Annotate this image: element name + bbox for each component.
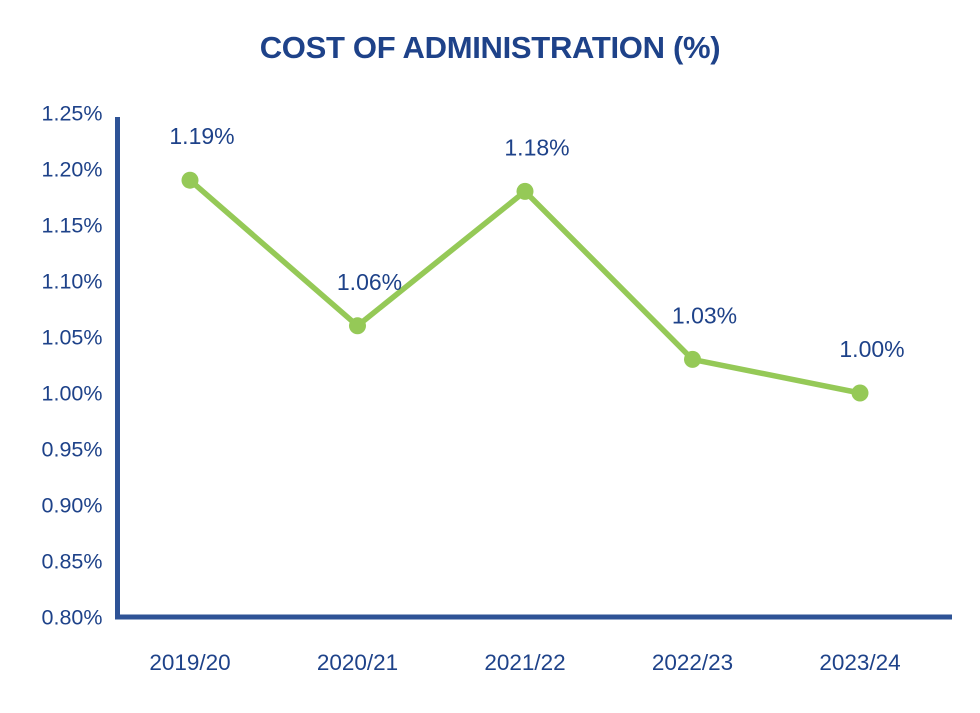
y-tick-label: 1.00% bbox=[42, 382, 103, 406]
x-axis-label: 2020/21 bbox=[317, 650, 398, 675]
y-tick-label: 0.85% bbox=[42, 550, 103, 574]
data-point-marker bbox=[851, 384, 869, 402]
y-tick-label: 0.95% bbox=[42, 438, 103, 462]
series-line bbox=[187, 177, 863, 396]
data-point-marker bbox=[181, 171, 199, 189]
data-point-label: 1.00% bbox=[839, 336, 904, 362]
x-axis-label: 2021/22 bbox=[484, 650, 565, 675]
y-tick-label: 0.80% bbox=[42, 606, 103, 630]
data-point-label: 1.18% bbox=[504, 134, 569, 160]
data-point-label: 1.03% bbox=[672, 302, 737, 328]
y-tick-label: 1.25% bbox=[42, 102, 103, 126]
y-tick-label: 1.10% bbox=[42, 270, 103, 294]
data-point-label: 1.19% bbox=[169, 123, 234, 149]
chart-title: COST OF ADMINISTRATION (%) bbox=[259, 30, 721, 65]
y-tick-label: 1.15% bbox=[42, 214, 103, 238]
data-point-marker bbox=[349, 317, 366, 335]
y-tick-label: 1.20% bbox=[42, 158, 103, 182]
data-point-label: 1.06% bbox=[337, 269, 402, 295]
x-axis-label: 2023/24 bbox=[819, 650, 900, 675]
x-axis-label: 2019/20 bbox=[149, 650, 230, 675]
y-tick-label: 0.90% bbox=[42, 494, 103, 518]
data-point-marker bbox=[516, 182, 534, 200]
data-point-marker bbox=[684, 350, 701, 368]
y-tick-label: 1.05% bbox=[42, 326, 103, 350]
x-axis-label: 2022/23 bbox=[652, 650, 733, 675]
